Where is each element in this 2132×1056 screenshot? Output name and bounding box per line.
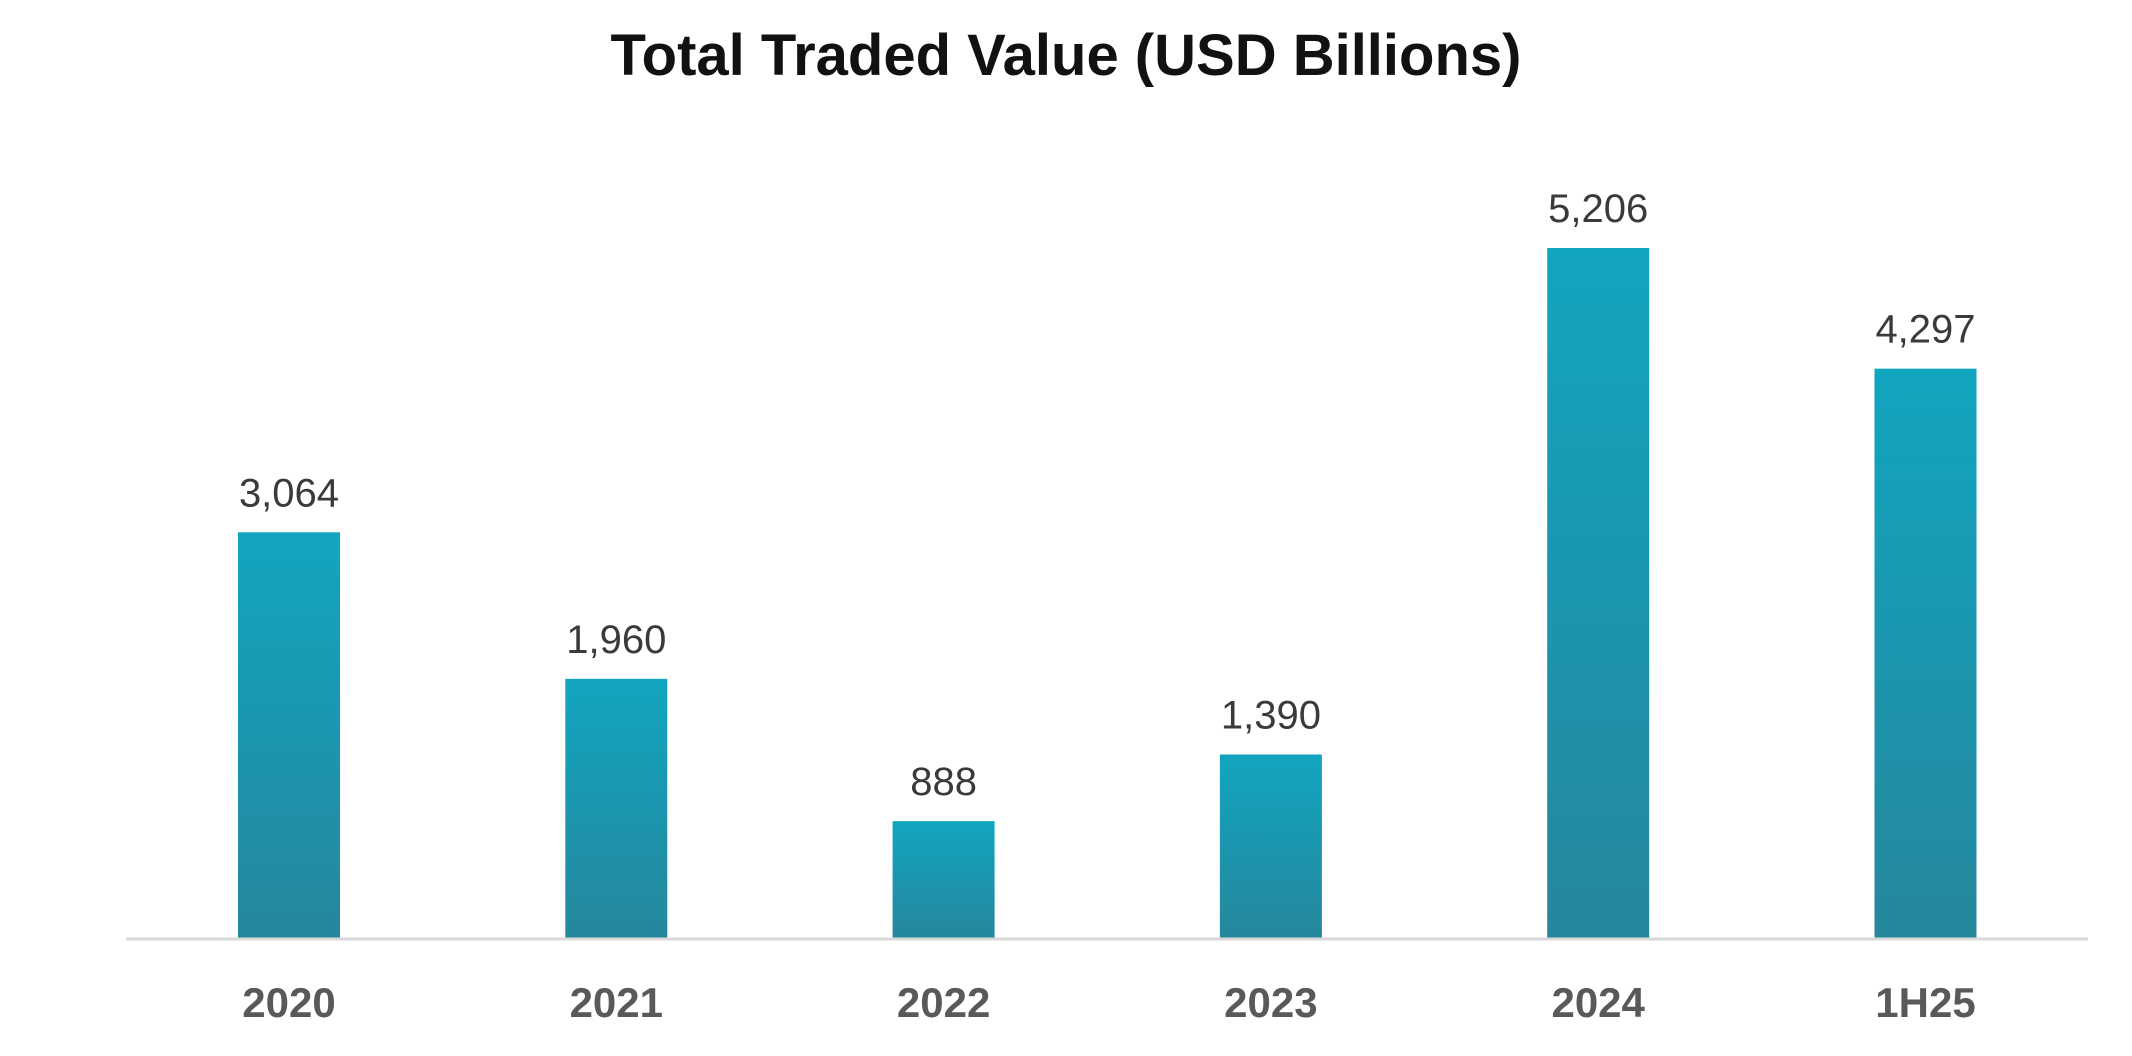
x-tick-label-2024: 2024 (1551, 979, 1645, 1026)
bar-2023 (1219, 754, 1322, 939)
data-label-2024: 5,206 (1548, 187, 1648, 231)
data-label-2020: 3,064 (239, 471, 339, 515)
bars-layer (238, 248, 1977, 939)
x-tick-labels-layer: 2020 2021 2022 2023 2024 1H25 (242, 979, 1975, 1026)
x-tick-label-2020: 2020 (242, 979, 335, 1026)
data-labels-layer: 3,064 1,960 888 1,390 5,206 4,297 (239, 187, 1976, 804)
x-tick-label-2023: 2023 (1224, 979, 1317, 1026)
x-tick-label-2021: 2021 (570, 979, 663, 1026)
data-label-2021: 1,960 (566, 618, 666, 662)
data-label-2022: 888 (910, 760, 977, 804)
data-label-1H25: 4,297 (1875, 308, 1975, 352)
bar-2024 (1547, 248, 1650, 939)
bar-1H25 (1874, 368, 1977, 939)
chart-title: Total Traded Value (USD Billions) (610, 23, 1522, 88)
bar-2021 (565, 678, 668, 939)
x-tick-label-2022: 2022 (897, 979, 990, 1026)
bar-2020 (238, 532, 340, 939)
data-label-2023: 1,390 (1221, 694, 1321, 738)
bar-2022 (892, 821, 995, 939)
x-tick-label-1H25: 1H25 (1875, 979, 1975, 1026)
